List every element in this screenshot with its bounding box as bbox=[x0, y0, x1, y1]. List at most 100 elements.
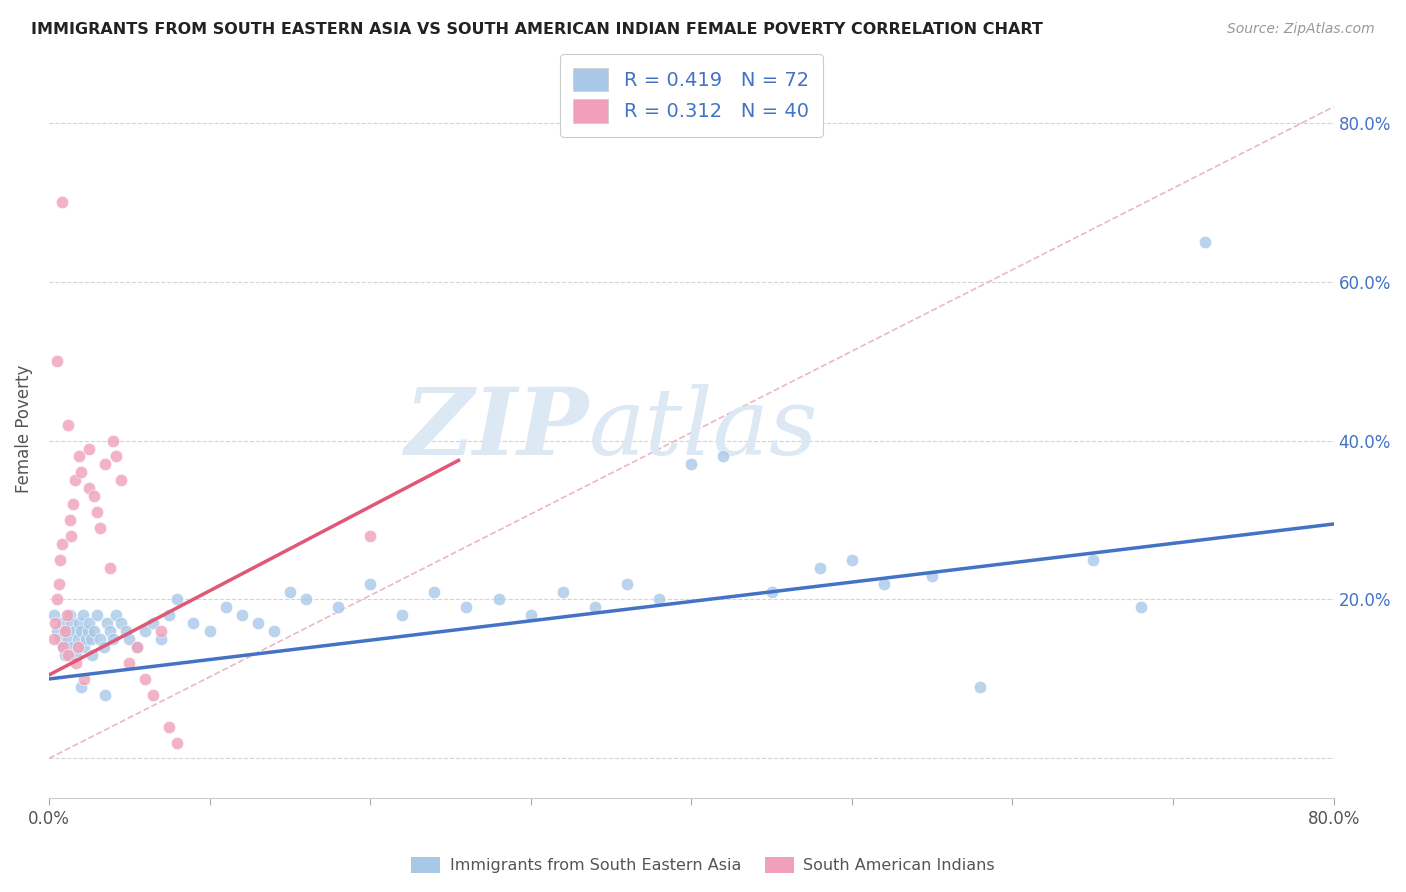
Point bbox=[73, 640, 96, 655]
Point bbox=[1194, 235, 1216, 249]
Point bbox=[127, 640, 149, 655]
Point bbox=[456, 600, 478, 615]
Point bbox=[96, 616, 118, 631]
Point bbox=[391, 608, 413, 623]
Point bbox=[65, 648, 87, 662]
Point bbox=[69, 450, 91, 464]
Point bbox=[969, 680, 991, 694]
Point bbox=[59, 608, 82, 623]
Point bbox=[841, 553, 863, 567]
Point bbox=[808, 560, 831, 574]
Point bbox=[157, 720, 180, 734]
Point bbox=[48, 576, 70, 591]
Point bbox=[423, 584, 446, 599]
Point bbox=[66, 640, 89, 655]
Point bbox=[76, 624, 98, 639]
Point bbox=[70, 466, 93, 480]
Point bbox=[51, 616, 73, 631]
Point bbox=[62, 640, 84, 655]
Point bbox=[98, 624, 121, 639]
Point bbox=[1081, 553, 1104, 567]
Point bbox=[359, 576, 381, 591]
Point bbox=[65, 656, 87, 670]
Point bbox=[82, 648, 104, 662]
Point bbox=[46, 354, 69, 368]
Point bbox=[46, 624, 69, 639]
Legend: Immigrants from South Eastern Asia, South American Indians: Immigrants from South Eastern Asia, Sout… bbox=[405, 850, 1001, 880]
Point bbox=[183, 616, 205, 631]
Y-axis label: Female Poverty: Female Poverty bbox=[15, 365, 32, 493]
Point bbox=[52, 640, 75, 655]
Point bbox=[53, 648, 76, 662]
Point bbox=[70, 680, 93, 694]
Point bbox=[166, 735, 188, 749]
Point bbox=[198, 624, 221, 639]
Text: Source: ZipAtlas.com: Source: ZipAtlas.com bbox=[1227, 22, 1375, 37]
Point bbox=[110, 616, 132, 631]
Point bbox=[157, 608, 180, 623]
Point bbox=[63, 624, 86, 639]
Point bbox=[46, 592, 69, 607]
Point bbox=[551, 584, 574, 599]
Point bbox=[263, 624, 285, 639]
Point bbox=[59, 513, 82, 527]
Point bbox=[105, 608, 128, 623]
Point bbox=[98, 560, 121, 574]
Point bbox=[42, 608, 65, 623]
Point bbox=[58, 632, 80, 647]
Point bbox=[295, 592, 318, 607]
Point bbox=[86, 505, 108, 519]
Point bbox=[150, 632, 173, 647]
Point bbox=[58, 648, 80, 662]
Point bbox=[55, 624, 77, 639]
Point bbox=[89, 521, 111, 535]
Point bbox=[115, 624, 138, 639]
Point bbox=[110, 473, 132, 487]
Text: IMMIGRANTS FROM SOUTH EASTERN ASIA VS SOUTH AMERICAN INDIAN FEMALE POVERTY CORRE: IMMIGRANTS FROM SOUTH EASTERN ASIA VS SO… bbox=[31, 22, 1043, 37]
Point bbox=[77, 442, 100, 456]
Point bbox=[648, 592, 671, 607]
Point bbox=[93, 640, 115, 655]
Point bbox=[616, 576, 638, 591]
Point bbox=[62, 497, 84, 511]
Point bbox=[103, 632, 125, 647]
Point bbox=[49, 553, 72, 567]
Point bbox=[73, 672, 96, 686]
Point bbox=[52, 640, 75, 655]
Point bbox=[278, 584, 301, 599]
Point bbox=[519, 608, 541, 623]
Point bbox=[127, 640, 149, 655]
Point bbox=[94, 688, 117, 702]
Point bbox=[873, 576, 896, 591]
Point bbox=[83, 489, 105, 503]
Point bbox=[60, 616, 83, 631]
Point bbox=[359, 529, 381, 543]
Point bbox=[75, 632, 97, 647]
Text: ZIP: ZIP bbox=[405, 384, 589, 474]
Point bbox=[231, 608, 253, 623]
Point bbox=[105, 450, 128, 464]
Point bbox=[246, 616, 269, 631]
Point bbox=[55, 608, 77, 623]
Point bbox=[66, 632, 89, 647]
Point bbox=[60, 529, 83, 543]
Text: atlas: atlas bbox=[589, 384, 818, 474]
Point bbox=[63, 473, 86, 487]
Point bbox=[51, 537, 73, 551]
Point bbox=[921, 568, 943, 582]
Point bbox=[72, 608, 94, 623]
Point bbox=[53, 624, 76, 639]
Point bbox=[1129, 600, 1152, 615]
Point bbox=[142, 616, 165, 631]
Point bbox=[166, 592, 188, 607]
Point bbox=[89, 632, 111, 647]
Point bbox=[713, 450, 735, 464]
Point bbox=[83, 624, 105, 639]
Point bbox=[86, 608, 108, 623]
Point bbox=[51, 195, 73, 210]
Point bbox=[80, 632, 103, 647]
Point bbox=[761, 584, 783, 599]
Point bbox=[44, 616, 66, 631]
Point bbox=[70, 624, 93, 639]
Point bbox=[58, 417, 80, 432]
